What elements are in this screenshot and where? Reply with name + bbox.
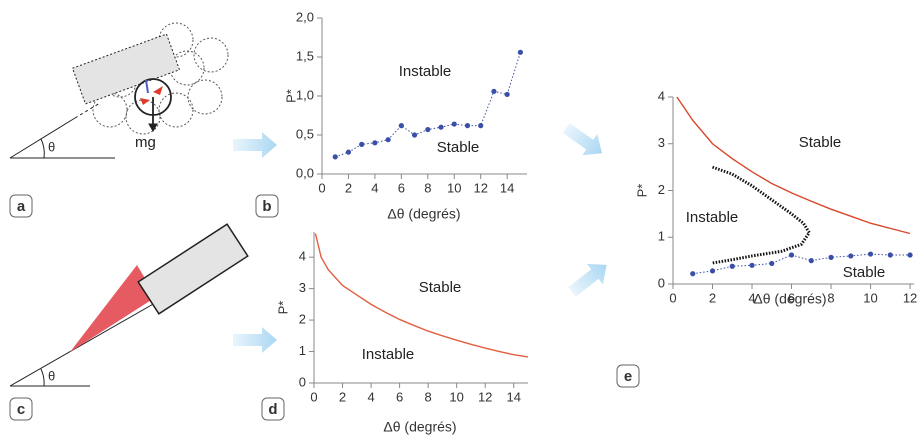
x-tick-label: 6	[398, 180, 405, 195]
x-tick-label: 6	[396, 389, 403, 404]
annotation: Instable	[362, 346, 415, 363]
y-tick-label: 0,0	[296, 165, 314, 180]
y-tick-label: 0,5	[296, 126, 314, 141]
x-tick-label: 4	[371, 180, 378, 195]
x-tick-label: 12	[478, 389, 492, 404]
panel-label: c	[17, 401, 25, 418]
x-tick-label: 14	[500, 180, 514, 195]
x-tick-label: 8	[425, 389, 432, 404]
annotation: Stable	[437, 139, 480, 156]
data-point	[372, 140, 378, 146]
data-point	[359, 141, 365, 147]
y-tick-label: 0	[658, 275, 665, 290]
x-axis-label: Δθ (degrés)	[753, 291, 826, 307]
data-point	[491, 88, 497, 94]
x-tick-label: 4	[748, 290, 755, 305]
x-tick-label: 2	[709, 290, 716, 305]
y-tick-label: 3	[658, 135, 665, 150]
angle-label: θ	[48, 368, 55, 383]
data-point	[464, 123, 471, 129]
x-tick-label: 12	[473, 180, 487, 195]
panel-label: e	[624, 368, 632, 385]
x-tick-label: 4	[367, 389, 374, 404]
y-tick-label: 2	[658, 182, 665, 197]
series-line	[314, 233, 529, 358]
y-tick-label: 1,5	[296, 48, 314, 63]
data-point	[478, 123, 484, 129]
data-point	[451, 121, 457, 127]
data-point	[332, 154, 338, 160]
data-point	[690, 271, 696, 277]
data-point	[504, 91, 510, 98]
series-line	[676, 96, 911, 235]
x-tick-label: 0	[310, 389, 317, 404]
data-point	[425, 126, 431, 133]
x-tick-label: 2	[339, 389, 346, 404]
annotation: Stable	[419, 279, 462, 296]
annotation: Stable	[799, 134, 842, 151]
data-point	[517, 49, 523, 55]
panel-label: b	[262, 198, 271, 215]
x-tick-label: 14	[506, 389, 520, 404]
x-axis-label: Δθ (degrés)	[387, 206, 460, 222]
force-label: mg	[135, 134, 156, 151]
y-tick-label: 3	[299, 280, 306, 295]
x-tick-label: 10	[863, 290, 877, 305]
data-point	[907, 252, 913, 258]
angle-label: θ	[48, 139, 55, 154]
diagram-c	[9, 223, 249, 387]
data-point	[769, 260, 775, 267]
x-tick-label: 6	[788, 290, 795, 305]
data-point	[709, 268, 716, 274]
x-tick-label: 0	[669, 290, 676, 305]
annotation: Stable	[843, 264, 886, 281]
x-tick-label: 10	[447, 180, 461, 195]
x-tick-label: 12	[903, 290, 917, 305]
x-tick-label: 8	[424, 180, 431, 195]
y-axis-label: P*	[634, 184, 649, 198]
arrows	[233, 123, 607, 353]
data-point	[345, 149, 352, 155]
data-point	[808, 258, 814, 264]
x-tick-label: 2	[345, 180, 352, 195]
data-point	[788, 252, 795, 258]
data-point	[729, 263, 735, 269]
diagram-a	[9, 22, 229, 159]
y-tick-label: 0	[299, 374, 306, 389]
y-axis-label: P*	[283, 89, 298, 103]
y-tick-label: 1	[658, 229, 665, 244]
y-tick-label: 1,0	[296, 87, 314, 102]
data-point	[411, 132, 418, 138]
data-point	[398, 123, 404, 129]
x-tick-label: 8	[827, 290, 834, 305]
panel-label: a	[17, 198, 26, 215]
panel-label-boxes	[9, 194, 640, 421]
data-point	[749, 262, 755, 268]
data-point	[887, 252, 893, 258]
x-tick-label: 10	[449, 389, 463, 404]
y-tick-label: 4	[658, 88, 665, 103]
data-point	[828, 254, 834, 260]
annotation: Instable	[686, 209, 739, 226]
annotation: Instable	[399, 63, 452, 80]
data-point	[848, 253, 854, 259]
series-line	[712, 165, 812, 265]
data-point	[385, 137, 391, 143]
data-point	[867, 251, 874, 257]
panel-label: d	[268, 401, 277, 418]
x-tick-label: 0	[318, 180, 325, 195]
data-point	[438, 124, 444, 130]
y-tick-label: 1	[299, 343, 306, 358]
y-axis-label: P*	[275, 301, 290, 315]
y-tick-label: 2	[299, 312, 306, 327]
y-tick-label: 2,0	[296, 9, 314, 24]
x-axis-label: Δθ (degrés)	[383, 419, 456, 435]
y-tick-label: 4	[299, 249, 306, 264]
